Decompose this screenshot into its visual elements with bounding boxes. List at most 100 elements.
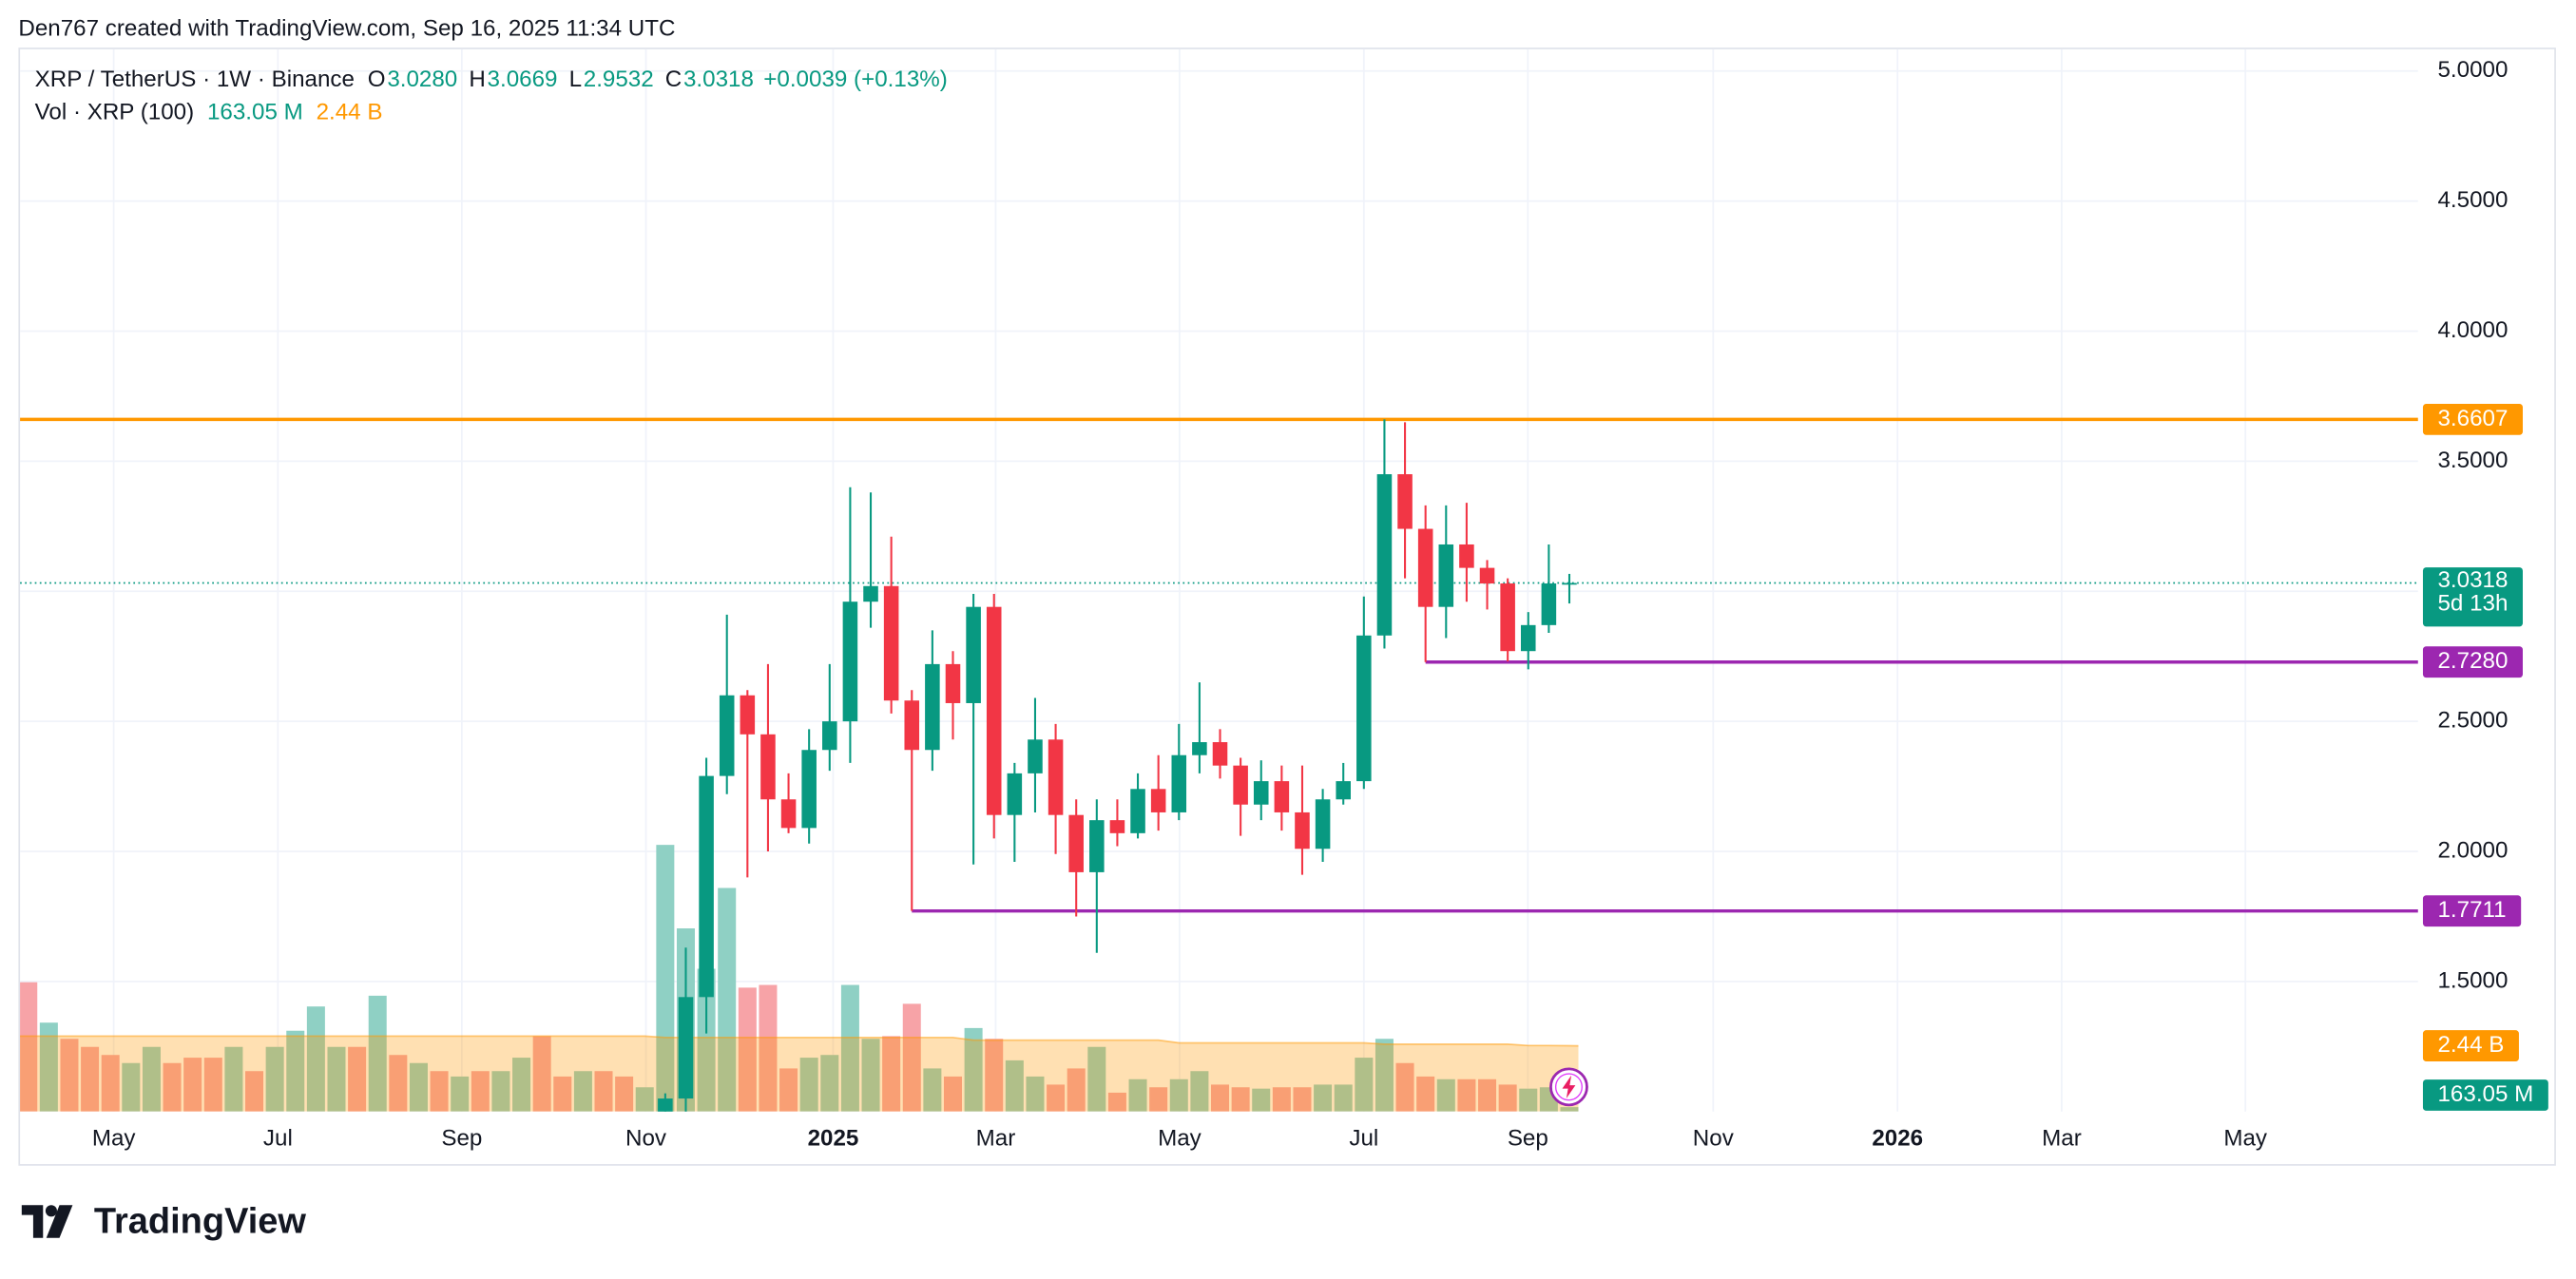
volume-label-box	[2422, 1079, 2548, 1111]
candle-body	[1089, 820, 1105, 872]
candle-body	[842, 601, 858, 722]
volume-bar	[1519, 1088, 1538, 1112]
logo-icon	[21, 1205, 73, 1238]
level-label: 3.6607	[2422, 403, 2523, 435]
candle-body	[1500, 583, 1515, 652]
volume-bar	[327, 1046, 346, 1112]
legend-text: C	[665, 67, 682, 92]
volume-bar	[1375, 1039, 1394, 1112]
legend-text: 3.0318	[683, 67, 754, 92]
legend-text: 3.0669	[488, 67, 558, 92]
volume-bar	[1107, 1092, 1126, 1112]
candle-body	[1212, 742, 1228, 766]
volume-bar	[1252, 1088, 1271, 1112]
alert-icon	[1549, 1067, 1588, 1107]
volume-bar	[451, 1076, 470, 1112]
candle-body	[1541, 583, 1557, 625]
legend-text: L	[569, 67, 582, 92]
volume-bar	[615, 1076, 634, 1112]
level-lines	[20, 417, 2418, 913]
volume-label-text: 163.05 M	[2437, 1081, 2533, 1107]
x-tick-label: Nov	[625, 1126, 666, 1152]
level-label-box	[2422, 646, 2523, 678]
candle-body	[801, 750, 817, 829]
volume-bar	[81, 1046, 100, 1112]
level-label-box	[2422, 895, 2522, 927]
volume-bar	[348, 1046, 367, 1112]
volume-bar	[1067, 1068, 1086, 1112]
candle-body	[699, 775, 714, 998]
candle-body	[1028, 739, 1043, 773]
last-price-label-text: 3.0318	[2437, 567, 2508, 593]
volume-pane	[20, 845, 1579, 1112]
candle-body	[986, 606, 1002, 815]
volume-bar	[265, 1046, 284, 1112]
volume-bar	[1395, 1062, 1414, 1112]
legend-text: O	[368, 67, 386, 92]
candle-body	[760, 734, 776, 800]
volume-bar	[1087, 1046, 1106, 1112]
legend-text: 163.05 M	[207, 100, 303, 125]
candle-body	[1068, 814, 1084, 872]
volume-bar	[491, 1071, 510, 1112]
volume-bar	[1231, 1087, 1250, 1112]
volume-bar	[20, 982, 38, 1112]
volume-bar	[1416, 1076, 1435, 1112]
volume-bar	[594, 1071, 613, 1112]
level-label-text: 1.7711	[2437, 897, 2506, 923]
legend-text: 2.44 B	[317, 100, 383, 125]
volume-bar	[820, 1055, 839, 1112]
volume-bar	[224, 1046, 243, 1112]
volume-bar	[882, 1036, 901, 1112]
candle-body	[1295, 811, 1310, 849]
level-label-text: 2.7280	[2437, 648, 2508, 674]
candle-body	[904, 700, 920, 751]
candle-body	[1336, 781, 1351, 800]
x-tick-label: 2026	[1872, 1126, 1923, 1152]
volume-bar	[759, 984, 778, 1112]
volume-bar	[183, 1058, 202, 1112]
volume-bar	[1272, 1087, 1291, 1112]
y-tick-label: 3.5000	[2437, 448, 2508, 473]
volume-bar	[943, 1076, 962, 1112]
candle-body	[1459, 544, 1474, 568]
volume-bar	[573, 1071, 592, 1112]
candle-body	[1438, 544, 1454, 607]
y-tick-label: 5.0000	[2437, 57, 2508, 83]
candle-body	[1520, 624, 1536, 652]
candle-body	[1274, 781, 1290, 812]
candle-body	[863, 585, 878, 602]
x-tick-label: Sep	[1508, 1126, 1548, 1152]
candle-body	[945, 663, 961, 703]
volume-bar	[142, 1046, 161, 1112]
x-tick-label: May	[2223, 1126, 2268, 1152]
x-tick-label: Jul	[1349, 1126, 1378, 1152]
x-tick-label: May	[92, 1126, 137, 1152]
candle-body	[1109, 820, 1125, 833]
volume-bar	[902, 1003, 921, 1112]
volume-bar	[635, 1087, 654, 1112]
x-tick-label: Mar	[976, 1126, 1016, 1152]
candle-body	[925, 663, 940, 751]
volume-bar	[964, 1027, 983, 1112]
volume-bar	[1498, 1084, 1517, 1112]
legend-text: Vol · XRP (100)	[35, 100, 195, 125]
volume-ma-label: 2.44 B	[2422, 1030, 2519, 1062]
candle-body	[1048, 739, 1064, 815]
volume-bar	[1128, 1079, 1147, 1112]
candle-body	[1007, 773, 1023, 815]
volume-bar	[1314, 1084, 1333, 1112]
y-tick-label: 1.5000	[2437, 967, 2508, 993]
candle-body	[1171, 754, 1187, 812]
candle-body	[1233, 765, 1248, 805]
chart-frame	[18, 48, 2556, 1166]
level-label-box	[2422, 403, 2523, 435]
volume-bar	[1560, 1107, 1579, 1112]
volume-bar	[163, 1062, 182, 1112]
legend-text: H	[469, 67, 485, 92]
volume-bar	[985, 1039, 1004, 1112]
volume-bar	[1293, 1087, 1312, 1112]
candle-body	[1562, 582, 1577, 585]
